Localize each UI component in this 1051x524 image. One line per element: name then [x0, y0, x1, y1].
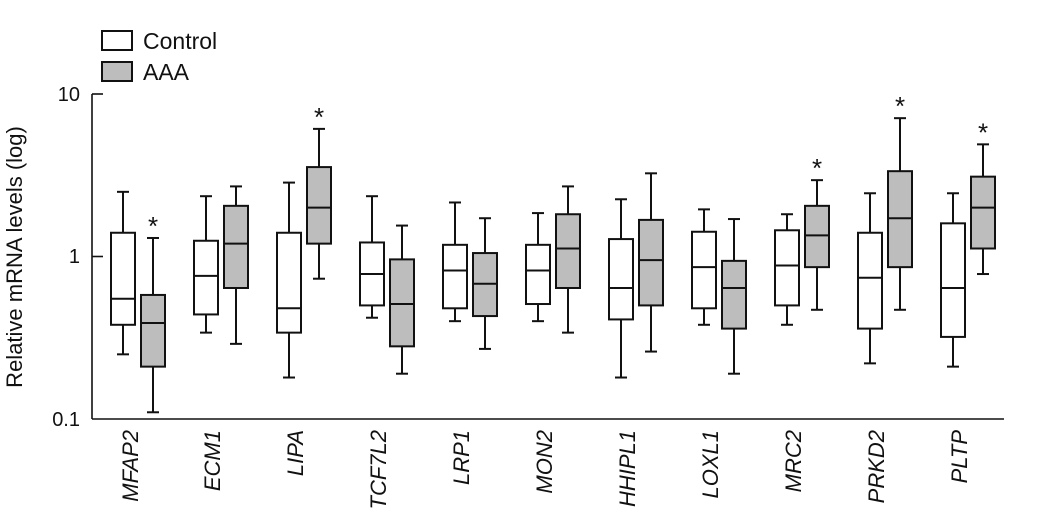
y-axis-title: Relative mRNA levels (log) — [2, 126, 27, 388]
box-mon2-aaa — [555, 185, 581, 334]
box-lrp1-control-iqr — [442, 243, 468, 310]
box-hhipl1-control — [608, 198, 634, 379]
box-mfap2-control-iqr — [110, 231, 136, 326]
box-prkd2-control-iqr — [857, 231, 883, 330]
box-lipa-aaa-significance-star: * — [314, 102, 324, 132]
box-tcf7l2-aaa-iqr — [389, 258, 415, 348]
y-tick-label-0.1: 0.1 — [52, 409, 80, 431]
legend-swatch-control — [101, 30, 133, 51]
box-ecm1-control-iqr — [193, 239, 219, 316]
box-mon2-aaa-iqr — [555, 213, 581, 289]
box-groups: * * * * * — [110, 91, 996, 414]
category-label-mon2: MON2 — [532, 430, 557, 494]
box-mrc2-control-iqr — [774, 229, 800, 307]
legend-swatch-aaa — [101, 61, 133, 82]
box-mon2-control — [525, 212, 551, 323]
category-label-prkd2: PRKD2 — [864, 430, 889, 503]
box-loxl1-aaa-iqr — [721, 259, 747, 330]
box-lrp1-control — [442, 201, 468, 323]
box-mrc2-control — [774, 213, 800, 326]
y-tick-label-10: 10 — [58, 84, 80, 106]
box-prkd2-aaa: * — [887, 91, 913, 311]
box-pltp-control — [940, 192, 966, 368]
box-hhipl1-aaa-iqr — [638, 218, 664, 307]
legend-label-aaa: AAA — [143, 59, 190, 85]
box-mon2-control-iqr — [525, 243, 551, 306]
legend-label-control: Control — [143, 28, 217, 54]
box-mfap2-aaa: * — [140, 211, 166, 414]
category-label-lipa: LIPA — [283, 430, 308, 476]
box-tcf7l2-aaa — [389, 224, 415, 375]
box-pltp-aaa-iqr — [970, 175, 996, 250]
box-ecm1-aaa-iqr — [223, 204, 249, 289]
category-label-mfap2: MFAP2 — [118, 430, 143, 502]
box-loxl1-control-iqr — [691, 230, 717, 310]
box-hhipl1-aaa — [638, 172, 664, 353]
y-ticks: 10 1 0.1 — [52, 84, 103, 431]
box-pltp-aaa: * — [970, 117, 996, 276]
box-mfap2-aaa-iqr — [140, 293, 166, 368]
box-mfap2-aaa-significance-star: * — [148, 211, 158, 241]
box-prkd2-aaa-significance-star: * — [895, 91, 905, 121]
box-mrc2-aaa: * — [804, 153, 830, 311]
box-loxl1-aaa — [721, 218, 747, 375]
box-lipa-aaa: * — [306, 102, 332, 280]
box-loxl1-control — [691, 208, 717, 326]
box-lipa-control — [276, 181, 302, 379]
category-label-lrp1: LRP1 — [449, 430, 474, 485]
category-label-ecm1: ECM1 — [200, 430, 225, 491]
category-label-loxl1: LOXL1 — [698, 430, 723, 499]
category-label-hhipl1: HHIPL1 — [615, 430, 640, 507]
box-lrp1-aaa — [472, 217, 498, 350]
box-lipa-aaa-iqr — [306, 166, 332, 245]
category-label-pltp: PLTP — [947, 430, 972, 484]
box-prkd2-control — [857, 192, 883, 365]
box-ecm1-aaa — [223, 185, 249, 345]
box-ecm1-control — [193, 195, 219, 334]
box-hhipl1-control-iqr — [608, 238, 634, 321]
box-pltp-aaa-significance-star: * — [978, 117, 988, 147]
box-mrc2-aaa-iqr — [804, 204, 830, 269]
box-mrc2-aaa-significance-star: * — [812, 153, 822, 183]
box-lipa-control-iqr — [276, 231, 302, 334]
y-tick-label-1: 1 — [69, 246, 80, 268]
legend: Control AAA — [101, 28, 217, 85]
box-tcf7l2-control — [359, 195, 385, 319]
category-label-mrc2: MRC2 — [781, 430, 806, 492]
x-category-labels: MFAP2 ECM1 LIPA TCF7L2 LRP1 MON2 HHIPL1 … — [118, 430, 972, 510]
category-label-tcf7l2: TCF7L2 — [366, 430, 391, 509]
box-pltp-control-iqr — [940, 222, 966, 338]
box-mfap2-control — [110, 190, 136, 356]
